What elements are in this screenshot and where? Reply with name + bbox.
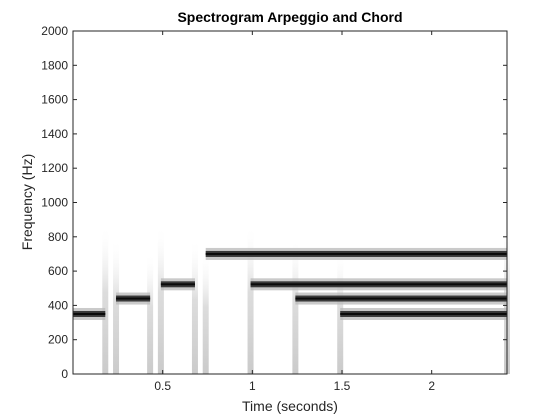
- y-axis-label: Frequency (Hz): [19, 154, 35, 250]
- y-tick-label: 2000: [41, 24, 68, 38]
- y-tick-label: 1200: [41, 161, 68, 175]
- x-tick-label: 1.5: [334, 379, 351, 393]
- y-tick-label: 800: [48, 230, 68, 244]
- onset-transient-4: [157, 224, 164, 374]
- note-core-4: [205, 252, 507, 255]
- onset-transient-3: [147, 252, 154, 374]
- note-core-7: [340, 312, 507, 315]
- note-core-5: [250, 283, 507, 286]
- y-tick-label: 1400: [41, 127, 68, 141]
- y-tick-label: 1000: [41, 196, 68, 210]
- onset-transient-7: [247, 224, 254, 374]
- plot-area: 0.5 1 1.5 2 0 200 400 600 800 1000 1200 1400 1600 180…: [41, 24, 510, 393]
- y-tick-label: 0: [61, 367, 68, 381]
- y-tick-label: 400: [48, 298, 68, 312]
- note-core-6: [295, 297, 507, 300]
- x-tick-label: 1: [249, 379, 256, 393]
- onset-transient-1: [102, 224, 109, 374]
- onset-transient-8: [292, 238, 299, 374]
- note-core-1: [73, 312, 106, 315]
- note-core-3: [160, 283, 195, 286]
- x-tick-label: 2: [428, 379, 435, 393]
- y-tick-label: 1800: [41, 58, 68, 72]
- onset-transient-6: [202, 252, 209, 374]
- y-tick-label: 600: [48, 264, 68, 278]
- onset-transient-5: [191, 238, 198, 374]
- note-core-2: [116, 297, 151, 300]
- y-tick-label: 1600: [41, 93, 68, 107]
- onset-transient-2: [113, 238, 120, 374]
- x-axis-label: Time (seconds): [242, 398, 338, 414]
- x-tick-label: 0.5: [154, 379, 171, 393]
- plot-background: [73, 31, 507, 374]
- y-tick-label: 200: [48, 333, 68, 347]
- chart-title: Spectrogram Arpeggio and Chord: [177, 9, 402, 25]
